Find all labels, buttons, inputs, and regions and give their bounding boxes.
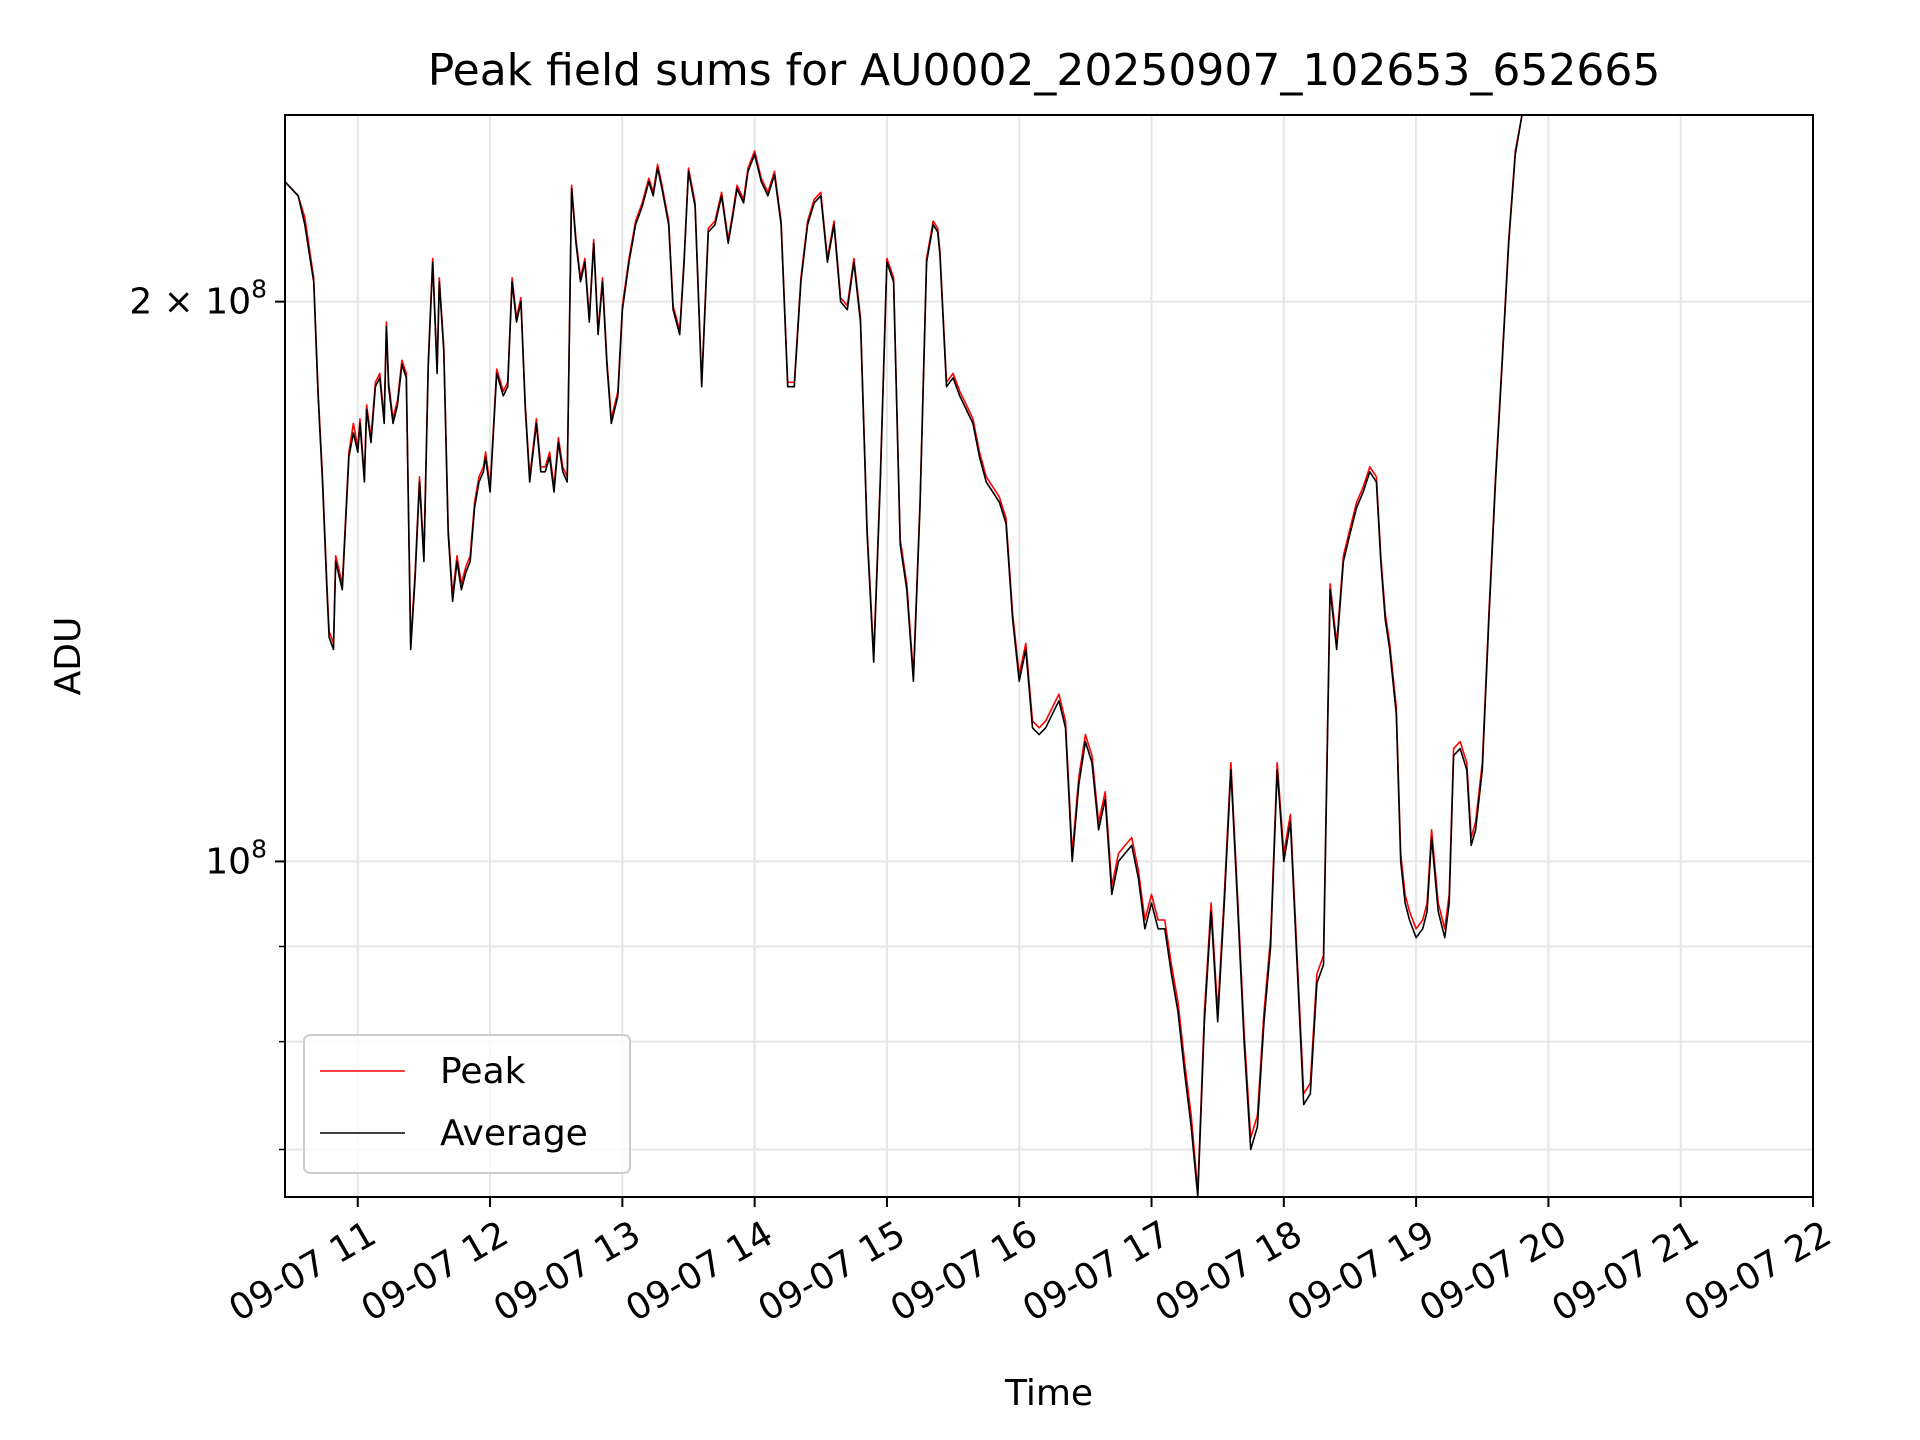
y-axis-label: ADU	[48, 617, 89, 696]
axes-frame	[284, 114, 1814, 1198]
series-lines	[284, 114, 1523, 1198]
axes-background	[285, 115, 1813, 1197]
y-tick-label: 108	[205, 834, 267, 882]
legend-box	[303, 1034, 631, 1174]
chart-title: Peak field sums for AU0002_20250907_1026…	[428, 45, 1661, 96]
legend-label-peak: Peak	[440, 1051, 526, 1092]
series-line-average	[284, 114, 1523, 1198]
x-axis-label: Time	[1004, 1373, 1093, 1414]
y-tick-label: 2 × 108	[129, 275, 267, 323]
legend: Peak Average	[303, 1034, 631, 1174]
plot-area	[284, 114, 1814, 1198]
legend-label-average: Average	[440, 1113, 588, 1154]
y-axis: 108 2 × 108	[129, 275, 285, 1151]
